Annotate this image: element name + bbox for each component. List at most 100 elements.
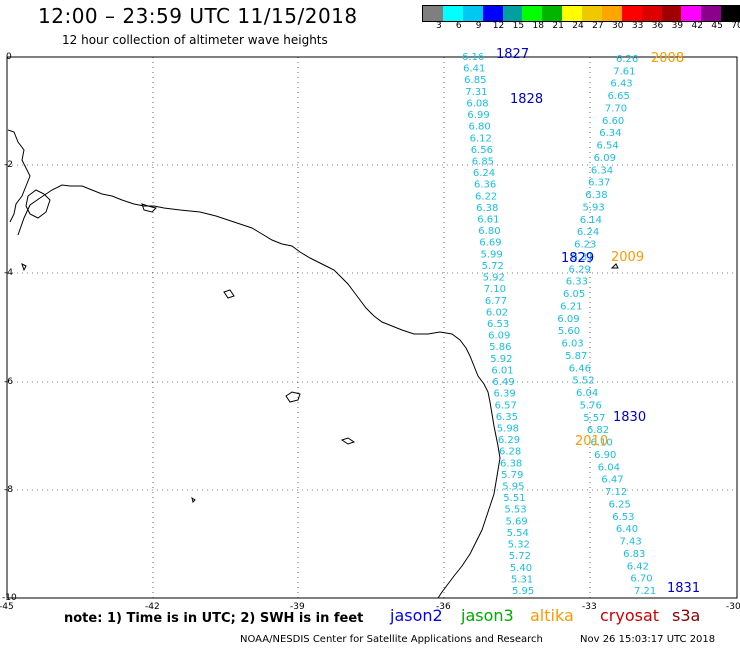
wave-height-value: 5.51	[503, 493, 525, 504]
pass-track-left: 6.166.416.857.316.086.996.806.126.566.85…	[462, 52, 534, 597]
wave-height-value: 6.70	[630, 574, 652, 585]
wave-height-value: 6.38	[585, 190, 607, 201]
units-note: note: 1) Time is in UTC; 2) SWH is in fe…	[64, 611, 364, 626]
lon-label-36: -36	[436, 602, 451, 612]
wave-height-value: 6.69	[479, 238, 501, 249]
wave-height-value: 6.43	[610, 79, 632, 90]
wave-height-value: 5.52	[572, 376, 594, 387]
legend-jason3: jason3	[461, 606, 514, 625]
wave-height-value: 6.02	[486, 307, 508, 318]
wave-height-value: 6.47	[601, 475, 623, 486]
wave-height-value: 7.70	[605, 103, 627, 114]
wave-height-value: 6.77	[485, 296, 507, 307]
wave-height-value: 6.46	[569, 363, 591, 374]
legend-s3a: s3a	[672, 606, 701, 625]
wave-height-value: 7.31	[465, 87, 487, 98]
wave-height-value: 6.99	[467, 110, 489, 121]
color-scale-swatch	[641, 6, 662, 21]
color-scale-label: 36	[651, 21, 664, 31]
wave-height-value: 6.21	[560, 301, 582, 312]
wave-height-value: 6.24	[577, 227, 599, 238]
color-scale-swatch	[542, 6, 563, 21]
wave-height-value: 6.54	[596, 141, 618, 152]
color-scale-label: 70	[731, 21, 740, 31]
color-scale-swatch	[661, 6, 682, 21]
coastline	[7, 129, 619, 599]
wave-height-value: 5.72	[509, 551, 531, 562]
grid-lines	[7, 57, 737, 598]
wave-height-value: 5.95	[502, 482, 524, 493]
wave-height-value: 6.80	[469, 122, 491, 133]
wave-height-value: 5.31	[511, 574, 533, 585]
color-scale-swatch	[462, 6, 483, 21]
wave-height-value: 5.60	[558, 326, 580, 337]
wave-height-value: 6.04	[576, 388, 598, 399]
lat-label-2: -2	[4, 160, 13, 170]
wave-height-value: 6.12	[470, 133, 492, 144]
wave-height-value: 6.53	[612, 512, 634, 523]
wave-height-value: 6.41	[463, 64, 485, 75]
footer-source: NOAA/NESDIS Center for Satellite Applica…	[240, 634, 543, 645]
wave-height-value: 7.43	[619, 537, 641, 548]
pass-label-1829: 1829	[561, 251, 595, 266]
wave-height-value: 6.57	[495, 400, 517, 411]
lat-label-6: -6	[4, 377, 13, 387]
wave-height-value: 6.34	[599, 128, 621, 139]
color-scale-label: 15	[512, 21, 525, 31]
color-scale-label: 12	[492, 21, 505, 31]
wave-height-value: 5.72	[482, 261, 504, 272]
color-scale-label: 30	[612, 21, 624, 31]
wave-height-value: 7.10	[484, 284, 506, 295]
color-scale-swatch	[621, 6, 642, 21]
color-scale-label: 21	[552, 21, 564, 31]
wave-height-value: 6.16	[462, 52, 484, 63]
wave-height-value: 5.93	[583, 202, 605, 213]
pass-label-1830: 1830	[613, 410, 647, 425]
pass-label-2010: 2010	[575, 434, 609, 449]
pass-label-1831: 1831	[667, 581, 701, 596]
page-subtitle: 12 hour collection of altimeter wave hei…	[62, 33, 328, 47]
wave-height-value: 6.49	[492, 377, 514, 388]
wave-height-value: 6.42	[627, 561, 649, 572]
wave-height-color-scale	[422, 5, 740, 22]
lon-label-39: -39	[290, 602, 305, 612]
wave-height-value: 7.61	[613, 66, 635, 77]
color-scale-label: 33	[631, 21, 644, 31]
wave-height-value: 5.92	[490, 354, 512, 365]
lon-label-45: -45	[0, 602, 14, 612]
wave-height-value: 6.36	[474, 180, 496, 191]
wave-height-value: 6.09	[594, 153, 616, 164]
wave-height-value: 6.28	[499, 447, 521, 458]
color-scale-swatch	[423, 6, 443, 21]
wave-height-value: 6.82	[587, 425, 609, 436]
wave-height-value: 6.01	[491, 365, 513, 376]
wave-height-value: 6.61	[477, 215, 499, 226]
wave-height-value: 5.32	[508, 540, 530, 551]
wave-height-value: 5.53	[504, 505, 526, 516]
wave-height-value: 5.79	[501, 470, 523, 481]
wave-height-value: 6.10	[590, 438, 612, 449]
color-scale-swatch	[582, 6, 602, 21]
wave-height-value: 6.37	[588, 178, 610, 189]
wave-height-value: 6.85	[464, 75, 486, 86]
wave-height-value: 6.38	[476, 203, 498, 214]
color-scale-label: 9	[475, 21, 482, 31]
wave-height-value: 6.83	[623, 549, 645, 560]
wave-height-value: 5.76	[580, 400, 602, 411]
color-scale-swatch	[482, 6, 503, 21]
color-scale-label: 42	[691, 21, 703, 31]
wave-height-value: 5.86	[489, 342, 511, 353]
wave-height-value: 6.04	[598, 462, 620, 473]
lat-label-10: -10	[2, 593, 17, 603]
legend-altika: altika	[530, 606, 574, 625]
wave-height-value: 5.54	[507, 528, 529, 539]
wave-height-value: 6.85	[472, 156, 494, 167]
pass-label-2008: 2008	[651, 51, 685, 66]
wave-height-value: 5.69	[505, 516, 527, 527]
wave-height-value: 6.53	[487, 319, 509, 330]
pass-label-2009: 2009	[611, 250, 645, 265]
wave-height-value: 6.33	[566, 277, 588, 288]
color-scale-label: 3	[436, 21, 442, 31]
wave-height-value: 6.22	[475, 191, 497, 202]
